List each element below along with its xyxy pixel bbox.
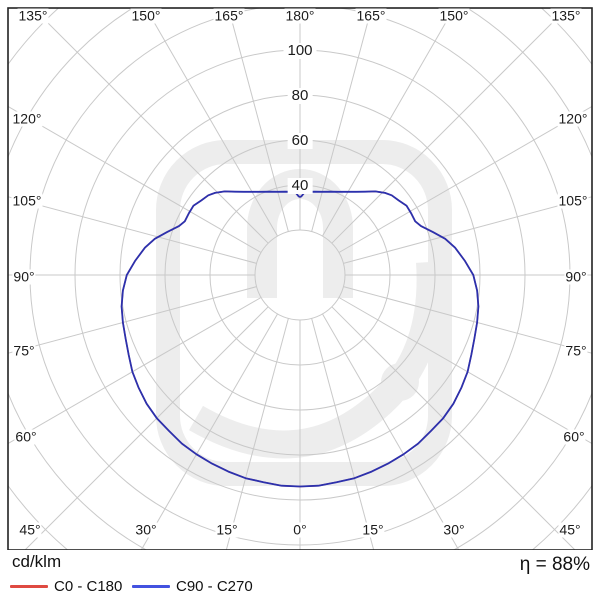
efficiency-label: η = 88%	[519, 554, 590, 575]
angle-tick-label: 120°	[11, 110, 43, 127]
angle-tick-label: 120°	[557, 110, 589, 127]
angle-tick-label: 180°	[284, 7, 316, 24]
photometric-curve-c90-c270	[120, 190, 480, 488]
radial-tick-label: 60	[287, 133, 313, 149]
angle-tick-label: 165°	[355, 7, 387, 24]
c90-c270-line-swatch	[132, 585, 170, 588]
angle-tick-label: 60°	[14, 428, 38, 445]
angle-tick-label: 90°	[564, 268, 588, 285]
angle-tick-label: 90°	[12, 268, 36, 285]
unit-label: cd/klm	[12, 552, 62, 571]
angle-tick-label: 30°	[134, 521, 158, 538]
angle-tick-label: 105°	[557, 192, 589, 209]
c0-c180-line-swatch	[10, 585, 48, 588]
angle-tick-label: 15°	[215, 521, 239, 538]
angle-tick-label: 75°	[12, 342, 36, 359]
radial-tick-label: 80	[287, 88, 313, 104]
angle-tick-label: 0°	[292, 521, 308, 538]
angle-tick-label: 45°	[558, 521, 582, 538]
angle-tick-label: 45°	[18, 521, 42, 538]
angle-tick-label: 150°	[130, 7, 162, 24]
angle-tick-label: 165°	[213, 7, 245, 24]
legend-label-c0-c180: C0 - C180	[54, 578, 123, 595]
angle-tick-label: 150°	[438, 7, 470, 24]
angle-tick-label: 105°	[11, 192, 43, 209]
angle-tick-label: 75°	[564, 342, 588, 359]
radial-tick-label: 40	[287, 178, 313, 194]
angle-tick-label: 30°	[442, 521, 466, 538]
angle-tick-label: 135°	[17, 7, 49, 24]
angle-tick-label: 15°	[361, 521, 385, 538]
angle-tick-label: 135°	[550, 7, 582, 24]
legend: cd/klm η = 88% C0 - C180 C90 - C270	[0, 550, 600, 600]
legend-label-c90-c270: C90 - C270	[176, 578, 253, 595]
radial-tick-label: 100	[283, 43, 317, 59]
angle-tick-label: 60°	[562, 428, 586, 445]
